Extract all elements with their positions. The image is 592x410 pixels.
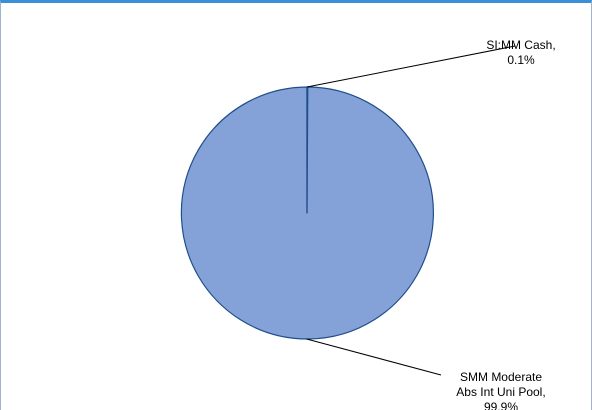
slice-label-line: SMM Moderate xyxy=(460,370,542,384)
slice-label-line: 0.1% xyxy=(507,53,535,67)
slice-label-2: SMM Moderate Abs Int Uni Pool, 99.9% xyxy=(456,370,545,410)
leader-line-2 xyxy=(306,338,442,376)
pie-chart: SI:MM Cash, 0.1% SMM Moderate Abs Int Uni P… xyxy=(180,38,556,410)
pie-slices xyxy=(180,86,434,340)
slice-label-line: SI:MM Cash, xyxy=(486,38,555,52)
leader-line-1 xyxy=(306,45,516,88)
slice-label-line: Abs Int Uni Pool, xyxy=(456,385,545,399)
leader-lines xyxy=(306,45,516,376)
slice-label-1: SI:MM Cash, 0.1% xyxy=(486,38,555,67)
slice-labels: SI:MM Cash, 0.1% SMM Moderate Abs Int Uni P… xyxy=(456,38,555,410)
slice-label-line: 99.9% xyxy=(484,400,518,410)
